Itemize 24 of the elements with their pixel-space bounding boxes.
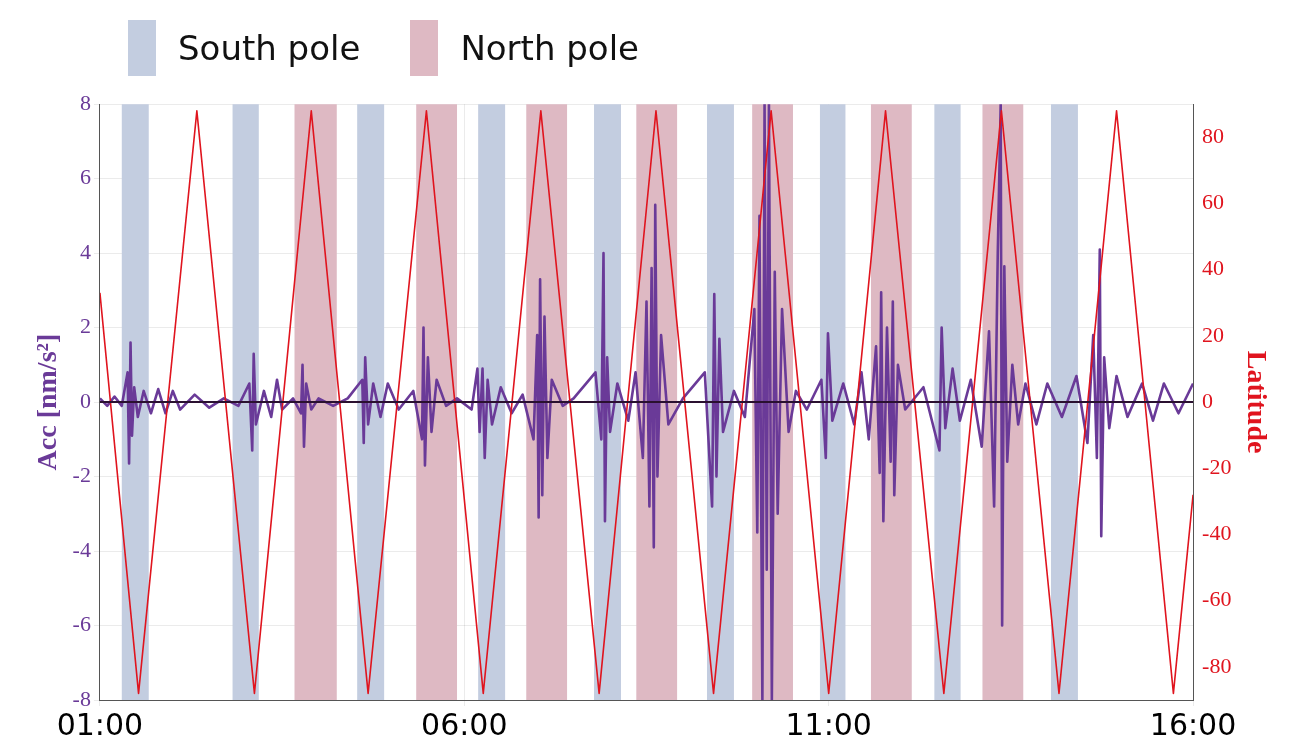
y2-tick-label: 0 (1202, 387, 1214, 413)
y-axis-title: Acc [nm/s²] (31, 333, 63, 471)
y-tick-label: 0 (79, 387, 91, 413)
y2-tick-label: -60 (1202, 586, 1232, 612)
y2-tick-label: 60 (1202, 189, 1225, 215)
legend-label: North pole (460, 28, 640, 68)
y2-tick-label: 20 (1202, 321, 1225, 347)
y2-axis-title: Latitude (1241, 350, 1273, 454)
y-tick-label: -2 (72, 462, 91, 488)
y-tick-label: 6 (79, 164, 91, 190)
y-tick-label: 8 (79, 89, 91, 115)
y-tick-label: 4 (79, 238, 91, 264)
y2-tick-label: -80 (1202, 652, 1232, 678)
y2-tick-label: 40 (1202, 255, 1225, 281)
y2-tick-label: -40 (1202, 520, 1232, 546)
y-tick-label: -4 (72, 536, 91, 562)
y-tick-label: -6 (72, 611, 91, 637)
x-tick-label: 06:00 (421, 706, 508, 742)
y2-tick-label: 80 (1202, 123, 1225, 149)
x-tick-label: 11:00 (785, 706, 872, 742)
y-tick-label: 2 (79, 313, 91, 339)
x-tick-label: 16:00 (1149, 706, 1237, 742)
legend-label: South pole (178, 28, 361, 68)
y2-tick-label: -20 (1202, 454, 1232, 480)
